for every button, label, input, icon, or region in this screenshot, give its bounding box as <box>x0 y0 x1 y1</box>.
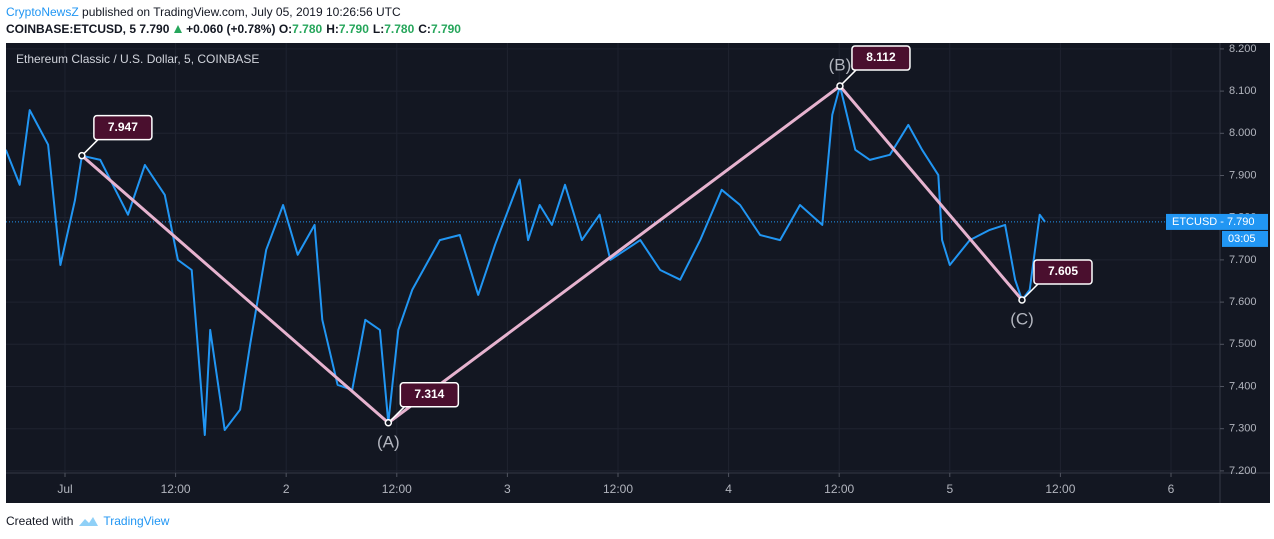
y-tick-label: 7.200 <box>1229 465 1257 477</box>
callout-line <box>839 69 857 87</box>
x-tick-label: 3 <box>504 482 511 496</box>
x-tick-label: Jul <box>57 482 72 496</box>
x-tick-label: 5 <box>946 482 953 496</box>
x-tick-label: 2 <box>283 482 290 496</box>
y-tick-label: 7.400 <box>1229 380 1257 392</box>
x-tick-label: 6 <box>1168 482 1175 496</box>
value-callout <box>1033 259 1093 285</box>
author-link[interactable]: CryptoNewsZ <box>6 5 79 19</box>
x-tick-label: 12:00 <box>382 482 412 496</box>
ohlc-value: 7.790 <box>338 22 369 36</box>
wave-label: (A) <box>377 432 400 451</box>
y-tick-label: 7.700 <box>1229 254 1257 266</box>
tradingview-logo <box>79 517 99 526</box>
x-tick-label: 12:00 <box>1045 482 1075 496</box>
value-callout <box>93 114 153 141</box>
value-callout <box>851 45 911 71</box>
callout-line <box>1021 283 1039 301</box>
y-tick-label: 8.100 <box>1229 85 1257 97</box>
y-tick-label: 7.900 <box>1229 169 1257 181</box>
header-line-2: COINBASE:ETCUSD, 5 7.790 +0.060 (+0.78%)… <box>6 22 465 36</box>
countdown-box <box>1222 230 1268 247</box>
wave-point <box>836 82 844 90</box>
last-price-box <box>1166 213 1268 230</box>
wave-label: (B) <box>829 56 852 75</box>
last-price: 7.790 <box>139 22 170 36</box>
callout-value: 7.947 <box>108 120 138 134</box>
y-tick-label: 8.200 <box>1229 43 1257 55</box>
ohlc-value: 7.790 <box>430 22 461 36</box>
change: +0.060 (+0.78%) <box>186 22 276 36</box>
wave-point <box>78 151 86 160</box>
ohlc-label: O: <box>278 22 293 36</box>
x-tick-label: 12:00 <box>603 482 633 496</box>
callout-value: 7.314 <box>414 387 444 401</box>
published-text: published on TradingView.com, July 05, 2… <box>82 5 401 19</box>
up-arrow <box>173 25 182 33</box>
x-tick-label: 12:00 <box>161 482 191 496</box>
callout-line <box>81 139 99 157</box>
y-tick-label: 7.600 <box>1229 296 1257 308</box>
ohlc-label: L: <box>372 22 385 36</box>
value-callout <box>399 382 460 408</box>
callout-line <box>387 406 405 424</box>
header-line-1: CryptoNewsZ published on TradingView.com… <box>6 5 401 19</box>
ohlc-label: H: <box>326 22 339 36</box>
countdown: 03:05 <box>1228 233 1256 245</box>
legend-series-name: Ethereum Classic / U.S. Dollar, 5, COINB… <box>16 52 259 66</box>
wave-line <box>80 83 1024 425</box>
wave-point <box>384 419 393 427</box>
x-tick-label: 4 <box>725 482 732 496</box>
footer: Created with TradingView <box>6 514 169 528</box>
y-tick-label: 7.300 <box>1229 423 1257 435</box>
footer-created: Created with <box>6 514 74 528</box>
y-tick-label: 7.500 <box>1229 338 1257 350</box>
footer-brand[interactable]: TradingView <box>103 514 170 528</box>
ohlc-value: 7.780 <box>292 22 323 36</box>
wave-point <box>1018 296 1026 304</box>
x-tick-label: 12:00 <box>824 482 854 496</box>
ohlc: O:7.780 H:7.790 L:7.780 C:7.790 <box>279 22 465 36</box>
wave-label: (C) <box>1010 309 1034 328</box>
callout-value: 8.112 <box>866 50 896 64</box>
ohlc-value: 7.780 <box>384 22 415 36</box>
y-tick-label: 8.000 <box>1229 127 1257 139</box>
last-price-label: ETCUSD - 7.790 <box>1172 216 1255 228</box>
symbol: COINBASE:ETCUSD, 5 <box>6 22 137 36</box>
price-line <box>6 85 1046 436</box>
callout-value: 7.605 <box>1048 264 1078 278</box>
ohlc-label: C: <box>418 22 431 36</box>
